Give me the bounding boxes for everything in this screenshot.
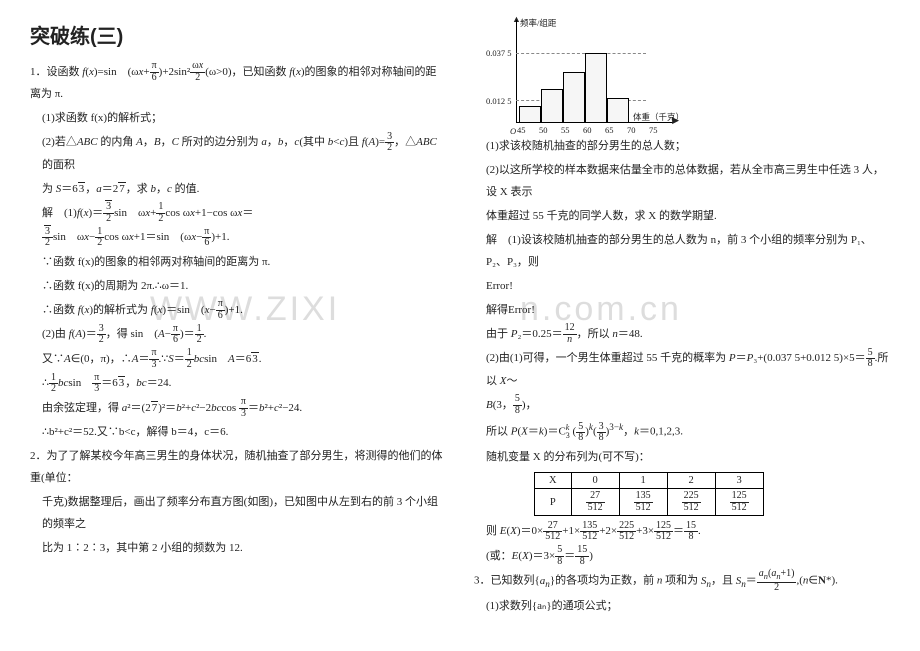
- q1: 1．设函数 f(x)=sin (ωx+π6)+2sin²ωx2(ω>0)，已知函…: [30, 61, 446, 105]
- q2-c: 比为 1∶2∶3，其中第 2 小组的频数为 12.: [30, 537, 446, 559]
- sol-4: ∴函数 f(x)的周期为 2π.∴ω＝1.: [30, 275, 446, 297]
- r7: B(3，58)，: [474, 394, 890, 416]
- histogram: ▲ 频率/组距 0.037 5 0.012 5 O 45 50 55 60 65…: [484, 20, 679, 135]
- q3a: (1)求数列{aₙ}的通项公式；: [474, 595, 890, 617]
- r4: 解得Error!: [474, 299, 890, 321]
- sol-8: ∴12bcsin π3＝63，bc＝24.: [30, 372, 446, 394]
- r8: 所以 P(X＝k)＝Ck3 (58)k(38)3−k，k＝0,1,2,3.: [474, 418, 890, 444]
- q2: 2．为了了解某校今年高三男生的身体状况，随机抽查了部分男生，将测得的他们的体重(…: [30, 445, 446, 489]
- r3: 解 (1)设该校随机抽查的部分男生的总人数为 n，前 3 个小组的频率分别为 P…: [474, 229, 890, 273]
- err1: Error!: [474, 275, 890, 297]
- dist-table: X 0 1 2 3 P 27512 135512 225512 125512: [534, 472, 764, 516]
- sol-2: 32sin ωx−12cos ωx+1＝sin (ωx−π6)+1.: [30, 226, 446, 248]
- r10: 则 E(X)＝0×27512+1×135512+2×225512+3×12551…: [474, 520, 890, 542]
- r9: 随机变量 X 的分布列为(可不写)：: [474, 446, 890, 468]
- r6: (2)由(1)可得，一个男生体重超过 55 千克的概率为 P＝P₃+(0.037…: [474, 347, 890, 391]
- r2b: 体重超过 55 千克的同学人数，求 X 的数学期望.: [474, 205, 890, 227]
- q3: 3．已知数列{an}的各项均为正数，前 n 项和为 Sn，且 Sn＝an(an+…: [474, 569, 890, 593]
- r11: (或：E(X)＝3×58＝158): [474, 545, 890, 567]
- q1-part2-cont: 为 S＝63，a＝27，求 b，c 的值.: [30, 178, 446, 200]
- sol-5: ∴函数 f(x)的解析式为 f(x)＝sin (x−π6)+1.: [30, 299, 446, 321]
- sol-1: 解 (1)f(x)＝32sin ωx+12cos ωx+1−cos ωx＝: [30, 202, 446, 224]
- q1-part1: (1)求函数 f(x)的解析式；: [30, 107, 446, 129]
- r5: 由于 P₂＝0.25＝12n，所以 n＝48.: [474, 323, 890, 345]
- sol-6: (2)由 f(A)＝32，得 sin (A−π6)＝12.: [30, 323, 446, 345]
- q2-b: 千克)数据整理后，画出了频率分布直方图(如图)，已知图中从左到右的前 3 个小组…: [30, 491, 446, 535]
- sol-9: 由余弦定理，得 a²＝(27)²＝b²+c²−2bccos π3＝b²+c²−2…: [30, 397, 446, 419]
- sol-10: ∴b²+c²＝52.又∵b<c，解得 b＝4，c＝6.: [30, 421, 446, 443]
- r1: (1)求该校随机抽查的部分男生的总人数；: [474, 135, 890, 157]
- q1-part2: (2)若△ABC 的内角 A，B，C 所对的边分别为 a，b，c(其中 b<c)…: [30, 131, 446, 175]
- r2: (2)以这所学校的样本数据来估量全市的总体数据，若从全市高三男生中任选 3 人，…: [474, 159, 890, 203]
- page-title: 突破练(三): [30, 20, 446, 49]
- sol-7: 又∵A∈(0，π)，∴A＝π3.∵S＝12bcsin A＝63.: [30, 348, 446, 370]
- sol-3: ∵函数 f(x)的图象的相邻两对称轴间的距离为 π.: [30, 251, 446, 273]
